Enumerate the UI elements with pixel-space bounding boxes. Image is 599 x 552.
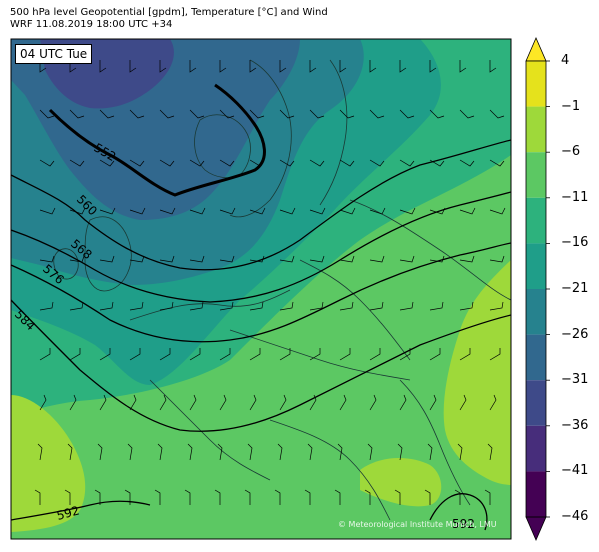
colorbar-segment — [526, 334, 546, 381]
colorbar-segment — [526, 152, 546, 198]
contour-label: 592 — [55, 503, 81, 522]
contour-584 — [11, 299, 511, 432]
contour-560 — [11, 139, 511, 271]
colorbar-segment — [526, 243, 546, 289]
map-field: 552 560 568 576 584 592 592 — [11, 39, 511, 539]
forecast-time-label: 04 UTC Tue — [15, 44, 93, 64]
colorbar-tick-label: −46 — [561, 509, 589, 524]
geopotential-contours — [11, 83, 511, 531]
colorbar-tick-label: −26 — [561, 326, 589, 342]
copyright-text: © Meteorological Institute Munich, LMU — [338, 520, 497, 529]
title-line-2: WRF 11.08.2019 18:00 UTC +34 — [10, 19, 173, 30]
colorbar-ticks — [546, 60, 550, 518]
chart-title: 500 hPa level Geopotential [gpdm], Tempe… — [10, 7, 328, 31]
contour-552 — [48, 83, 266, 197]
wind-barbs — [34, 60, 506, 505]
contour-576 — [11, 242, 511, 343]
colorbar-segment — [526, 197, 546, 244]
colorbar-segment — [526, 61, 546, 107]
warm-area-southwest — [11, 395, 86, 532]
contour-label: 592 — [452, 517, 475, 531]
colorbar-tick-label: −41 — [561, 463, 589, 479]
colorbar-tick-label: −6 — [561, 144, 581, 160]
colorbar-tick-label: 4 — [561, 53, 570, 68]
colorbar-segment — [526, 289, 546, 335]
map-frame — [10, 38, 512, 540]
contour-592-southwest — [11, 500, 151, 521]
title-line-1: 500 hPa level Geopotential [gpdm], Tempe… — [10, 7, 328, 18]
colorbar-tick-label: −11 — [561, 189, 589, 205]
colorbar-segment — [526, 380, 546, 426]
colorbar-tick-label: −36 — [561, 417, 589, 433]
coastlines — [53, 59, 511, 521]
colorbar-tick-label: −31 — [561, 372, 589, 388]
contour-592-southeast — [429, 493, 488, 531]
colorbar-lower-extension — [525, 516, 547, 542]
colorbar-segment — [526, 471, 546, 517]
colorbar — [525, 36, 550, 542]
colorbar-upper-extension — [525, 36, 547, 62]
colorbar-segment — [526, 106, 546, 153]
colorbar-tick-label: −21 — [561, 281, 589, 296]
colorbar-tick-label: −16 — [561, 235, 589, 251]
colorbar-tick-label: −1 — [561, 98, 581, 114]
colorbar-segment — [526, 425, 546, 472]
contour-568 — [11, 191, 511, 303]
warm-area-south — [360, 458, 442, 507]
warm-area-east — [443, 260, 511, 485]
